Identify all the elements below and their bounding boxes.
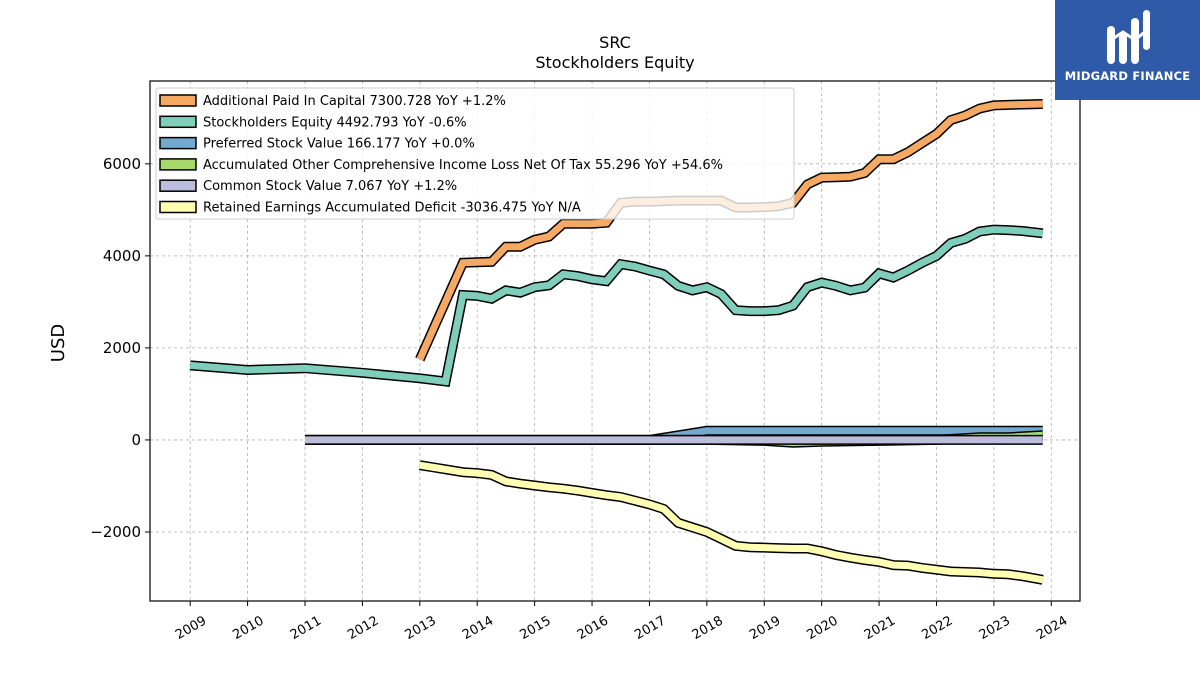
legend-box — [155, 87, 795, 220]
legend-swatch-5 — [159, 200, 197, 214]
plot-frame — [149, 80, 1081, 602]
legend-item-4: Common Stock Value 7.067 YoY +1.2% — [159, 179, 457, 194]
legend-swatch-2 — [159, 136, 197, 150]
legend-item-0: Additional Paid In Capital 7300.728 YoY … — [159, 94, 506, 109]
legend-label-3: Accumulated Other Comprehensive Income L… — [203, 158, 723, 173]
legend: Additional Paid In Capital 7300.728 YoY … — [155, 87, 795, 220]
logo-mark-icon — [1107, 10, 1150, 64]
x-tick-label-4: 2013 — [403, 613, 439, 643]
legend-item-1: Stockholders Equity 4492.793 YoY -0.6% — [159, 115, 467, 130]
legend-label-1: Stockholders Equity 4492.793 YoY -0.6% — [203, 115, 467, 130]
x-tick-label-0: 2009 — [173, 613, 209, 643]
series-outline-1 — [189, 224, 1044, 388]
chart-subtitle: Stockholders Equity — [535, 53, 694, 72]
x-tick-label-2: 2011 — [288, 613, 324, 643]
x-tick-label-11: 2020 — [805, 613, 841, 643]
logo-text: MIDGARD FINANCE — [1064, 69, 1191, 83]
series-1 — [189, 224, 1044, 388]
legend-label-4: Common Stock Value 7.067 YoY +1.2% — [203, 179, 457, 194]
legend-label-0: Additional Paid In Capital 7300.728 YoY … — [203, 94, 506, 109]
y-tick-label-3: 4000 — [103, 247, 141, 265]
x-tick-label-6: 2015 — [517, 613, 553, 643]
legend-swatch-3 — [159, 158, 197, 171]
x-tick-label-15: 2024 — [1034, 613, 1070, 643]
x-tick-label-8: 2017 — [632, 613, 668, 643]
y-axis-ticks: −2000 0 2000 4000 6000 — [90, 155, 150, 541]
x-tick-label-13: 2022 — [919, 613, 955, 643]
y-tick-label-2: 2000 — [103, 339, 141, 357]
brand-logo: MIDGARD FINANCE — [1055, 0, 1200, 100]
series-layer — [189, 99, 1044, 585]
x-tick-label-14: 2023 — [977, 613, 1013, 643]
y-tick-label-1: 0 — [131, 431, 141, 449]
legend-swatch-0 — [159, 94, 197, 107]
x-tick-label-3: 2012 — [345, 613, 381, 643]
legend-label-5: Retained Earnings Accumulated Deficit -3… — [203, 201, 581, 216]
legend-item-2: Preferred Stock Value 166.177 YoY +0.0% — [159, 136, 475, 152]
legend-swatch-1 — [159, 115, 197, 129]
x-tick-label-7: 2016 — [575, 613, 611, 643]
legend-item-5: Retained Earnings Accumulated Deficit -3… — [159, 200, 581, 216]
chart-title: SRC — [599, 33, 631, 52]
y-tick-label-4: 6000 — [103, 155, 141, 173]
x-axis-ticks: 2009 2010 2011 2012 2013 2014 2015 2016 2017 2018… — [173, 601, 1070, 643]
y-tick-label-0: −2000 — [90, 523, 141, 541]
legend-swatch-4 — [159, 179, 197, 192]
series-line-1 — [189, 226, 1044, 386]
x-tick-label-1: 2010 — [230, 613, 266, 643]
x-tick-label-12: 2021 — [862, 613, 898, 643]
y-axis-label: USD — [48, 324, 69, 362]
series-5 — [419, 460, 1044, 585]
series-line-5 — [419, 461, 1044, 584]
x-tick-label-5: 2014 — [460, 613, 496, 643]
legend-label-2: Preferred Stock Value 166.177 YoY +0.0% — [203, 137, 475, 152]
legend-item-3: Accumulated Other Comprehensive Income L… — [159, 158, 723, 173]
x-tick-label-9: 2018 — [690, 613, 726, 643]
x-tick-label-10: 2019 — [747, 613, 783, 643]
